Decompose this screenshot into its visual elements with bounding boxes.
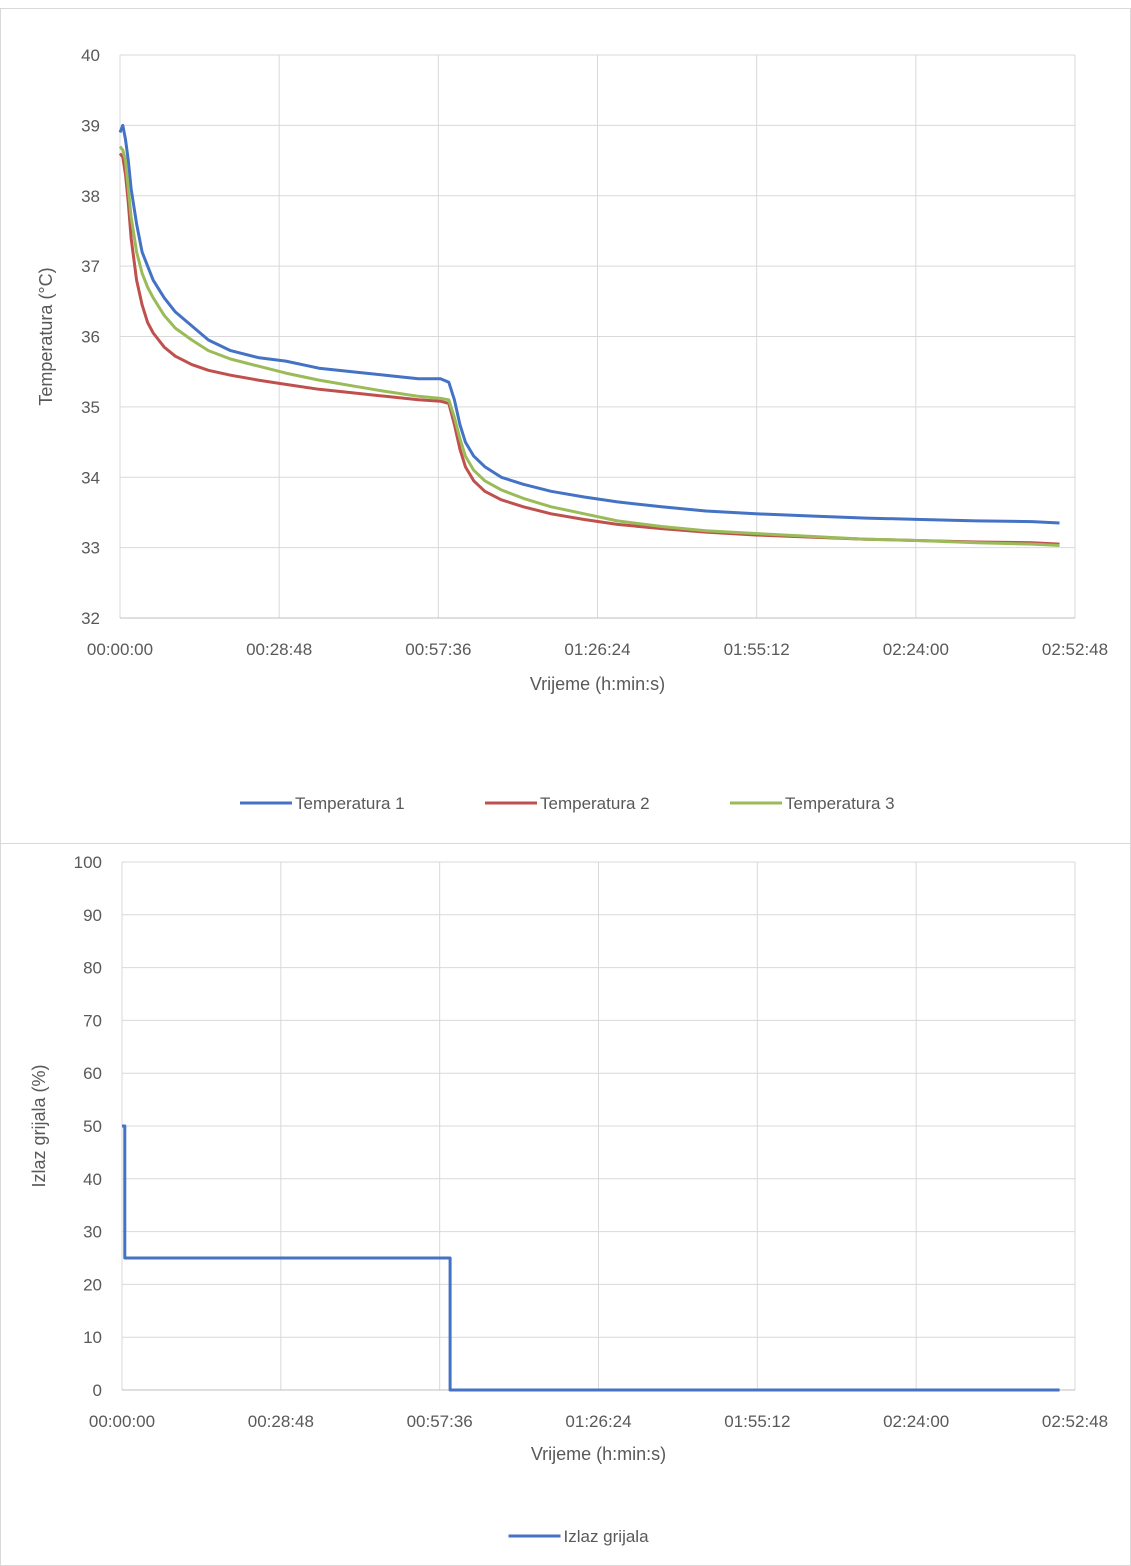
legend-label: Temperatura 3	[785, 794, 895, 813]
y-tick-label: 60	[83, 1064, 102, 1083]
y-tick-label: 35	[81, 398, 100, 417]
x-tick-label: 00:00:00	[87, 640, 153, 659]
y-tick-label: 34	[81, 468, 100, 487]
x-tick-label: 02:52:48	[1042, 1412, 1108, 1431]
y-tick-label: 36	[81, 328, 100, 347]
x-axis-title: Vrijeme (h:min:s)	[531, 1444, 666, 1464]
y-tick-label: 30	[83, 1223, 102, 1242]
series-line-3	[118, 145, 1060, 547]
legend-item: Temperatura 3	[730, 794, 895, 813]
series-line-1	[122, 1124, 1060, 1392]
x-tick-label: 01:55:12	[724, 1412, 790, 1431]
legend-item: Temperatura 2	[485, 794, 650, 813]
y-tick-label: 39	[81, 116, 100, 135]
y-tick-label: 38	[81, 187, 100, 206]
y-tick-label: 40	[81, 46, 100, 65]
x-tick-label: 02:52:48	[1042, 640, 1108, 659]
y-tick-label: 50	[83, 1117, 102, 1136]
series-line-2	[118, 152, 1060, 546]
y-axis-title: Temperatura (°C)	[36, 267, 56, 405]
y-tick-label: 40	[83, 1170, 102, 1189]
x-tick-label: 00:28:48	[248, 1412, 314, 1431]
series-line-1	[118, 123, 1060, 525]
y-tick-label: 10	[83, 1328, 102, 1347]
x-tick-label: 01:26:24	[564, 640, 630, 659]
x-tick-label: 02:24:00	[883, 640, 949, 659]
y-tick-label: 20	[83, 1275, 102, 1294]
legend-label: Izlaz grijala	[564, 1527, 650, 1546]
y-tick-label: 80	[83, 959, 102, 978]
y-tick-label: 32	[81, 609, 100, 628]
y-tick-label: 0	[93, 1381, 102, 1400]
y-tick-label: 100	[74, 853, 102, 872]
legend-item: Izlaz grijala	[508, 1527, 650, 1546]
x-tick-label: 00:57:36	[407, 1412, 473, 1431]
chart-1: 32 33 34 35 36 37 38 39 40 00:00:00 00:28:48 00:57:…	[36, 46, 1108, 813]
temperature-chart-panel	[0, 8, 1131, 844]
x-tick-label: 00:57:36	[405, 640, 471, 659]
y-tick-label: 70	[83, 1011, 102, 1030]
y-tick-label: 37	[81, 257, 100, 276]
x-tick-label: 00:00:00	[89, 1412, 155, 1431]
chart-2: 0 10 20 30 40 50 60 70 80 90 100 00:00:00 00:28:48 00…	[29, 853, 1108, 1546]
x-tick-label: 00:28:48	[246, 640, 312, 659]
legend-item: Temperatura 1	[240, 794, 405, 813]
legend-label: Temperatura 2	[540, 794, 650, 813]
y-tick-label: 90	[83, 906, 102, 925]
x-tick-label: 02:24:00	[883, 1412, 949, 1431]
y-axis-title: Izlaz grijala (%)	[29, 1064, 49, 1187]
x-tick-label: 01:55:12	[724, 640, 790, 659]
x-axis-title: Vrijeme (h:min:s)	[530, 674, 665, 694]
x-tick-label: 01:26:24	[565, 1412, 631, 1431]
legend-label: Temperatura 1	[295, 794, 405, 813]
heater-output-chart-panel	[0, 844, 1131, 1566]
y-tick-label: 33	[81, 539, 100, 558]
